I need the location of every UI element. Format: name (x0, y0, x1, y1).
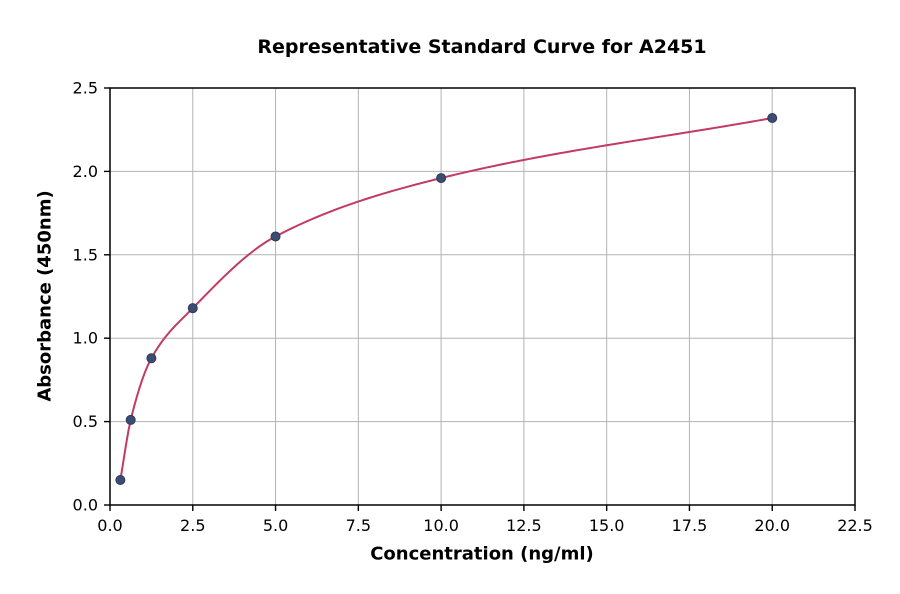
y-tick-label: 0.5 (73, 412, 98, 431)
x-tick-label: 15.0 (589, 516, 625, 535)
x-tick-label: 20.0 (754, 516, 790, 535)
y-tick-label: 2.0 (73, 162, 98, 181)
y-tick-label: 2.5 (73, 79, 98, 98)
data-point (115, 474, 126, 485)
x-tick-label: 10.0 (423, 516, 459, 535)
x-tick-label: 2.5 (180, 516, 205, 535)
data-point (125, 414, 136, 425)
y-tick-label: 1.5 (73, 245, 98, 264)
x-tick-label: 17.5 (672, 516, 708, 535)
x-tick-label: 5.0 (263, 516, 288, 535)
data-point (767, 113, 778, 124)
data-point (187, 303, 198, 314)
data-point (436, 173, 447, 184)
data-point (270, 231, 281, 242)
y-tick-label: 0.0 (73, 496, 98, 515)
x-tick-label: 7.5 (346, 516, 371, 535)
y-tick-label: 1.0 (73, 329, 98, 348)
y-axis-label: Absorbance (450nm) (34, 190, 56, 402)
plot-border (109, 87, 856, 506)
chart-title: Representative Standard Curve for A2451 (257, 36, 707, 58)
x-tick-label: 22.5 (837, 516, 873, 535)
x-axis-label: Concentration (ng/ml) (370, 543, 594, 565)
x-tick-label: 12.5 (506, 516, 542, 535)
x-tick-label: 0.0 (97, 516, 122, 535)
fitted-curve (119, 117, 774, 481)
data-point (146, 353, 157, 364)
